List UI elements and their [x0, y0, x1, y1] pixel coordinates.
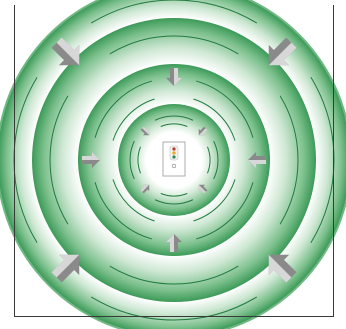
indicator-light-3	[172, 155, 176, 159]
ring-arc-24	[207, 146, 211, 174]
ring-arc-14	[112, 179, 155, 222]
ring-arc-18	[129, 140, 135, 180]
ring-arc-19	[154, 115, 194, 121]
ring-arc-20	[213, 140, 219, 180]
inner-arrow-1	[140, 126, 150, 136]
outer-arrow-4	[268, 254, 297, 283]
ring-arc-6	[49, 95, 69, 225]
inner-arrow-3	[140, 184, 150, 194]
middle-arrow-3	[82, 151, 100, 169]
center-device	[162, 141, 186, 177]
ring-arc-1	[91, 296, 257, 321]
ring-arc-23	[160, 123, 188, 127]
ring-arc-21	[160, 193, 188, 197]
ring-arc-15	[112, 98, 155, 141]
ring-arc-8	[279, 95, 299, 225]
outer-arrow-3	[51, 254, 80, 283]
inner-arrow-2	[198, 126, 208, 136]
frame-edge-bottom	[14, 316, 334, 317]
ring-arc-11	[94, 80, 152, 138]
ring-arc-22	[137, 146, 141, 174]
ring-arc-17	[154, 199, 194, 205]
outer-arrow-1	[51, 37, 80, 66]
ring-arc-12	[196, 80, 254, 138]
ring-arc-13	[193, 179, 236, 222]
ring-arc-10	[94, 182, 152, 240]
indicator-light-2	[172, 151, 176, 155]
frame-edge-right	[333, 5, 334, 317]
ring-arc-5	[109, 265, 239, 285]
outer-arrow-2	[268, 37, 297, 66]
ring-arc-7	[109, 35, 239, 55]
ring-arc-3	[91, 0, 257, 24]
device-button	[171, 163, 177, 169]
arrow-markers	[51, 37, 297, 283]
ring-arc-16	[193, 98, 236, 141]
indicator-light-1	[172, 147, 176, 151]
ring-arc-9	[196, 182, 254, 240]
frame-edge-left	[14, 5, 15, 317]
inner-arrow-4	[198, 184, 208, 194]
middle-arrow-4	[248, 151, 266, 169]
